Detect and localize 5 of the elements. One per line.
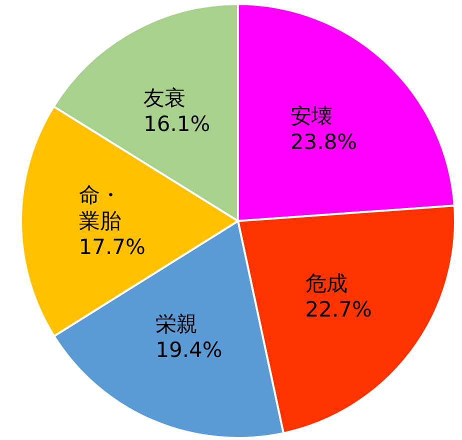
label: 命・業胎 17.7%: [78, 183, 146, 260]
label: 安壊 23.8%: [290, 104, 358, 154]
label: 友衰 16.1%: [144, 86, 210, 136]
label: 栄親 19.4%: [156, 312, 222, 362]
label: 危成 22.7%: [305, 272, 372, 322]
